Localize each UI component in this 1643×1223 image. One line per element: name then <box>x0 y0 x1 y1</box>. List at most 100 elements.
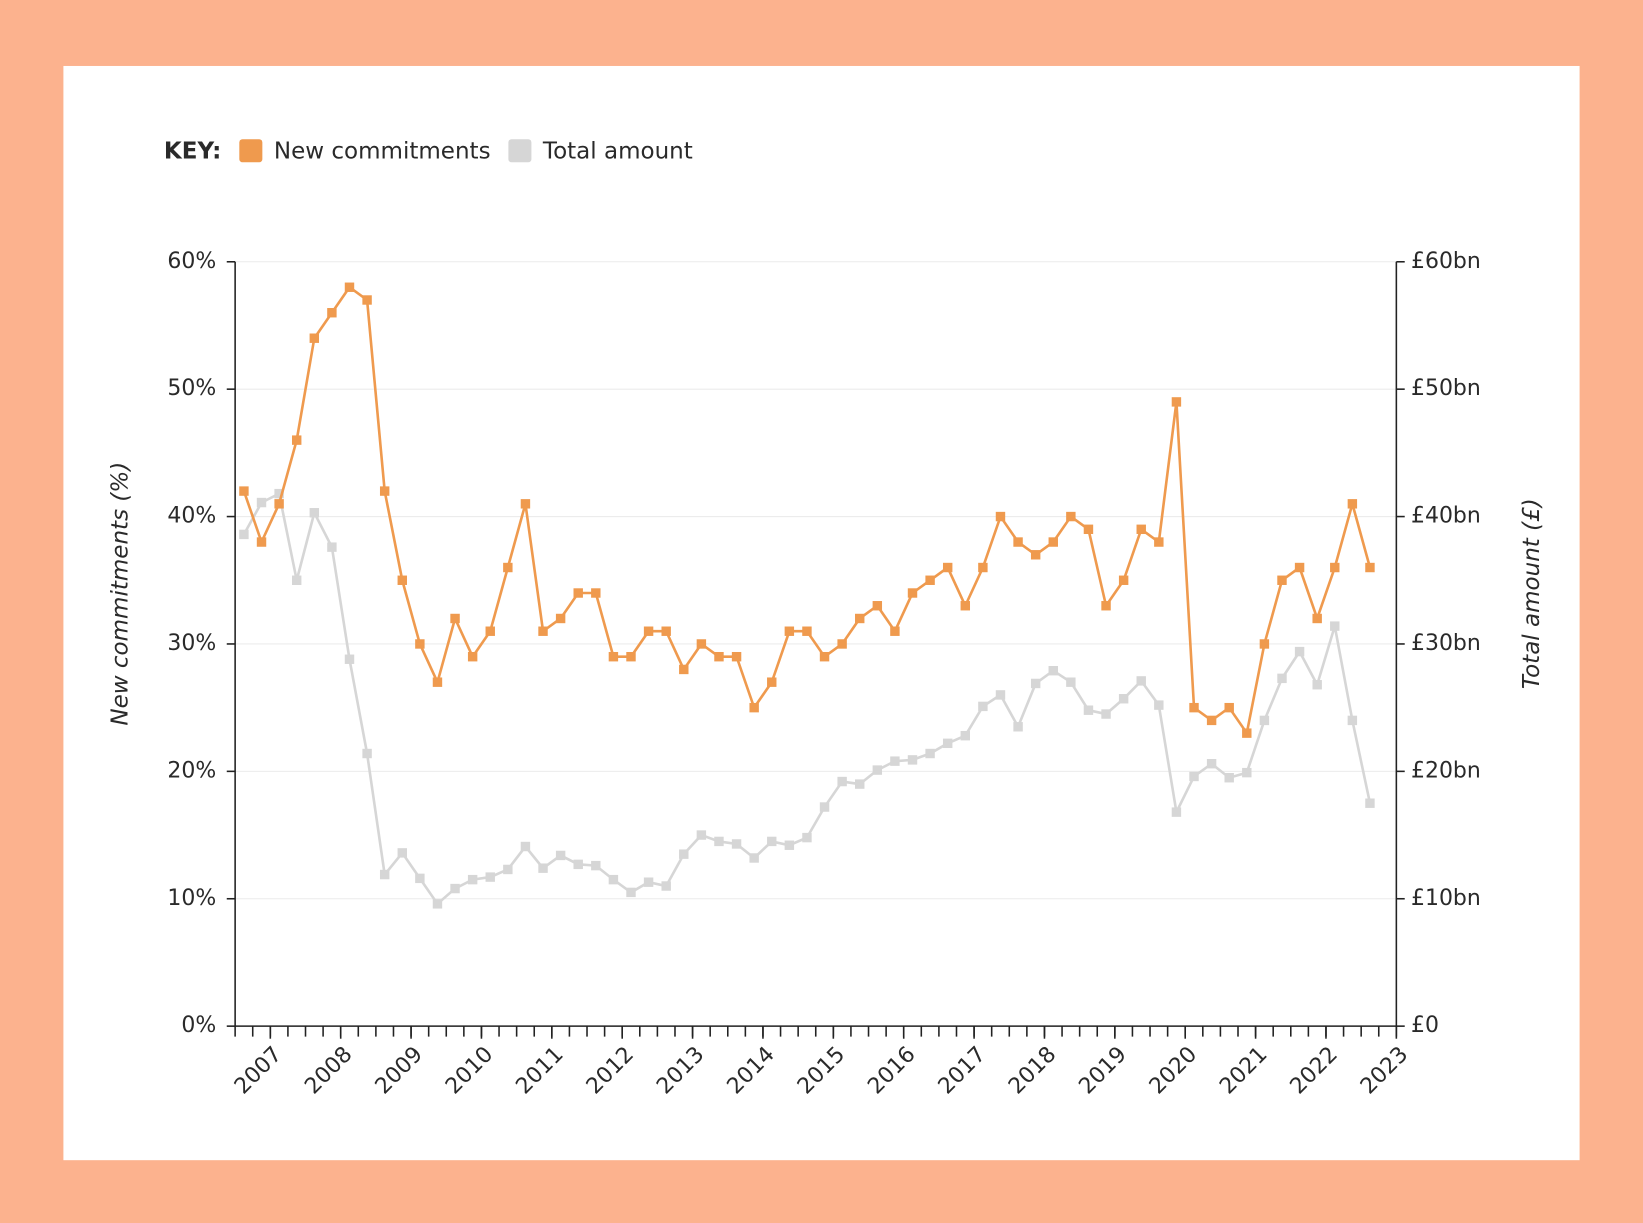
point-marker <box>696 639 707 649</box>
point-marker <box>1294 646 1305 657</box>
point-marker <box>432 677 443 687</box>
point-marker <box>1136 676 1146 686</box>
y-tick-label: 40% <box>167 504 216 529</box>
point-marker <box>1171 807 1182 817</box>
point-marker <box>960 730 971 741</box>
point-marker <box>767 836 777 847</box>
point-marker <box>1242 767 1252 778</box>
point-marker <box>1330 562 1340 573</box>
point-marker <box>379 869 390 880</box>
point-marker <box>872 765 883 775</box>
point-marker <box>1066 677 1076 687</box>
point-marker <box>1312 613 1322 624</box>
point-marker <box>995 690 1006 700</box>
point-marker <box>749 702 759 713</box>
y2-tick-label: £20bn <box>1411 758 1481 783</box>
point-marker <box>872 601 883 611</box>
legend-title: KEY: <box>164 138 221 164</box>
point-marker <box>1083 705 1094 715</box>
point-marker <box>450 613 460 624</box>
point-marker <box>819 651 830 662</box>
point-marker <box>467 874 478 885</box>
point-marker <box>309 508 320 518</box>
point-marker <box>555 613 566 624</box>
point-marker <box>485 872 495 882</box>
y-tick-label: 20% <box>167 758 216 783</box>
point-marker <box>661 626 671 636</box>
point-marker <box>925 748 935 759</box>
point-marker <box>696 830 707 840</box>
point-marker <box>714 836 724 847</box>
legend-swatch <box>239 139 263 163</box>
point-marker <box>397 848 407 858</box>
point-marker <box>1277 575 1287 585</box>
point-marker <box>925 575 935 585</box>
point-marker <box>907 588 918 598</box>
point-marker <box>643 626 654 636</box>
point-marker <box>679 849 689 859</box>
point-marker <box>450 883 460 894</box>
point-marker <box>1048 537 1058 547</box>
point-marker <box>1048 666 1058 676</box>
point-marker <box>1171 397 1182 407</box>
y-axis-title: New commitments (%) <box>107 462 133 726</box>
point-marker <box>643 877 654 887</box>
point-marker <box>978 701 988 712</box>
point-marker <box>1224 773 1234 783</box>
y-tick-label: 10% <box>167 886 216 911</box>
y2-tick-label: £50bn <box>1411 376 1481 401</box>
point-marker <box>344 282 355 292</box>
point-marker <box>767 677 777 687</box>
point-marker <box>995 511 1006 522</box>
point-marker <box>1013 537 1023 547</box>
point-marker <box>291 435 302 445</box>
point-marker <box>890 756 900 766</box>
point-marker <box>327 542 337 552</box>
point-marker <box>591 860 601 871</box>
point-marker <box>1259 715 1270 726</box>
point-marker <box>239 529 249 540</box>
point-marker <box>239 486 249 496</box>
point-marker <box>538 863 548 873</box>
point-marker <box>1242 728 1252 738</box>
y2-tick-label: £10bn <box>1411 886 1481 911</box>
point-marker <box>362 295 372 305</box>
point-marker <box>679 664 689 675</box>
point-marker <box>626 887 636 898</box>
point-marker <box>608 651 619 662</box>
point-marker <box>1347 499 1358 509</box>
y2-tick-label: £40bn <box>1411 504 1481 529</box>
point-marker <box>1118 575 1129 585</box>
point-marker <box>1013 722 1023 732</box>
point-marker <box>626 651 636 662</box>
point-marker <box>731 651 742 662</box>
y-tick-label: 50% <box>167 376 216 401</box>
point-marker <box>802 626 812 636</box>
point-marker <box>1330 621 1340 631</box>
point-marker <box>819 802 830 812</box>
point-marker <box>1101 709 1111 719</box>
point-marker <box>784 626 795 636</box>
point-marker <box>890 626 900 636</box>
point-marker <box>291 575 302 585</box>
point-marker <box>978 562 988 573</box>
y2-tick-label: £30bn <box>1411 631 1481 656</box>
point-marker <box>1277 673 1287 684</box>
point-marker <box>749 853 759 863</box>
point-marker <box>784 840 795 850</box>
point-marker <box>274 488 284 499</box>
point-marker <box>309 333 320 343</box>
point-marker <box>1347 715 1358 726</box>
point-marker <box>1365 562 1375 573</box>
y2-tick-label: £60bn <box>1411 249 1481 274</box>
point-marker <box>591 588 601 598</box>
point-marker <box>731 839 742 849</box>
point-marker <box>942 562 953 573</box>
point-marker <box>1083 524 1094 535</box>
point-marker <box>1154 700 1164 710</box>
point-marker <box>485 626 495 636</box>
point-marker <box>1206 758 1217 769</box>
point-marker <box>327 308 337 318</box>
point-marker <box>520 499 531 509</box>
point-marker <box>362 748 372 759</box>
